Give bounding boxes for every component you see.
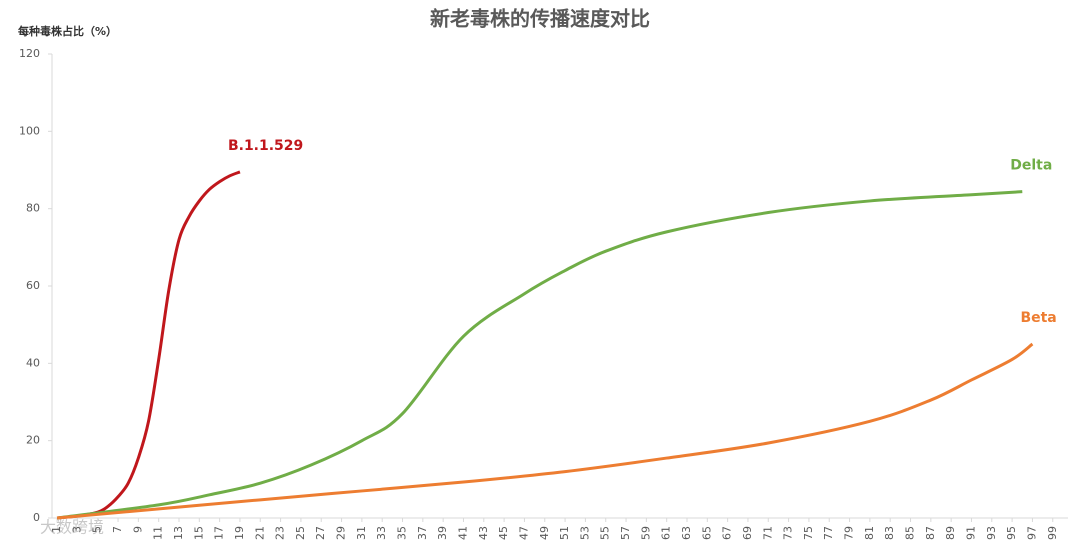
x-tick-label: 89 [944,526,957,540]
x-tick-label: 33 [375,526,388,540]
y-tick-label: 80 [26,202,40,215]
x-tick-label: 13 [172,526,185,540]
x-tick-label: 17 [213,526,226,540]
x-tick-label: 95 [1005,526,1018,540]
series-label: Delta [1010,158,1052,174]
x-tick-label: 67 [721,526,734,540]
x-tick-label: 21 [253,526,266,540]
x-tick-label: 1 [50,526,63,533]
x-tick-label: 5 [91,526,104,533]
x-tick-label: 81 [863,526,876,540]
x-tick-label: 55 [599,526,612,540]
x-tick-label: 57 [619,526,632,540]
y-tick-label: 20 [26,434,40,447]
y-tick-label: 0 [33,511,40,524]
series-label: Beta [1020,310,1056,326]
y-tick-label: 120 [19,47,40,60]
y-axis-label: 每种毒株占比（%） [18,24,117,38]
x-tick-label: 35 [396,526,409,540]
x-tick-label: 37 [416,526,429,540]
y-tick-label: 100 [19,124,40,137]
series-line [56,170,241,520]
series-line [56,342,1034,520]
x-tick-label: 41 [456,526,469,540]
x-tick-label: 29 [335,526,348,540]
x-tick-label: 59 [639,526,652,540]
series-line [56,190,1023,520]
x-tick-label: 69 [741,526,754,540]
x-tick-label: 73 [782,526,795,540]
x-tick-label: 9 [131,526,144,533]
x-tick-label: 65 [700,526,713,540]
chart-title: 新老毒株的传播速度对比 [430,7,650,31]
x-tick-label: 79 [843,526,856,540]
x-tick-label: 61 [660,526,673,540]
x-tick-label: 83 [883,526,896,540]
x-tick-label: 93 [985,526,998,540]
x-tick-label: 27 [314,526,327,540]
x-tick-label: 15 [192,526,205,540]
x-tick-label: 51 [558,526,571,540]
x-tick-label: 31 [355,526,368,540]
x-tick-label: 71 [761,526,774,540]
x-tick-label: 45 [497,526,510,540]
x-tick-label: 7 [111,526,124,533]
x-tick-label: 3 [70,526,83,533]
x-tick-label: 85 [904,526,917,540]
x-tick-label: 25 [294,526,307,540]
y-tick-label: 60 [26,279,40,292]
x-tick-label: 63 [680,526,693,540]
x-tick-label: 91 [964,526,977,540]
x-tick-label: 87 [924,526,937,540]
x-tick-label: 75 [802,526,815,540]
x-tick-label: 47 [517,526,530,540]
watermark: 大数跨境 [40,518,104,537]
x-tick-label: 53 [578,526,591,540]
series-label: B.1.1.529 [228,138,303,154]
x-tick-label: 23 [274,526,287,540]
x-tick-label: 97 [1025,526,1038,540]
x-tick-label: 77 [822,526,835,540]
x-tick-label: 39 [436,526,449,540]
x-tick-label: 49 [538,526,551,540]
x-tick-label: 11 [152,526,165,540]
y-tick-label: 40 [26,356,40,369]
x-tick-label: 43 [477,526,490,540]
x-tick-label: 99 [1046,526,1059,540]
x-tick-label: 19 [233,526,246,540]
